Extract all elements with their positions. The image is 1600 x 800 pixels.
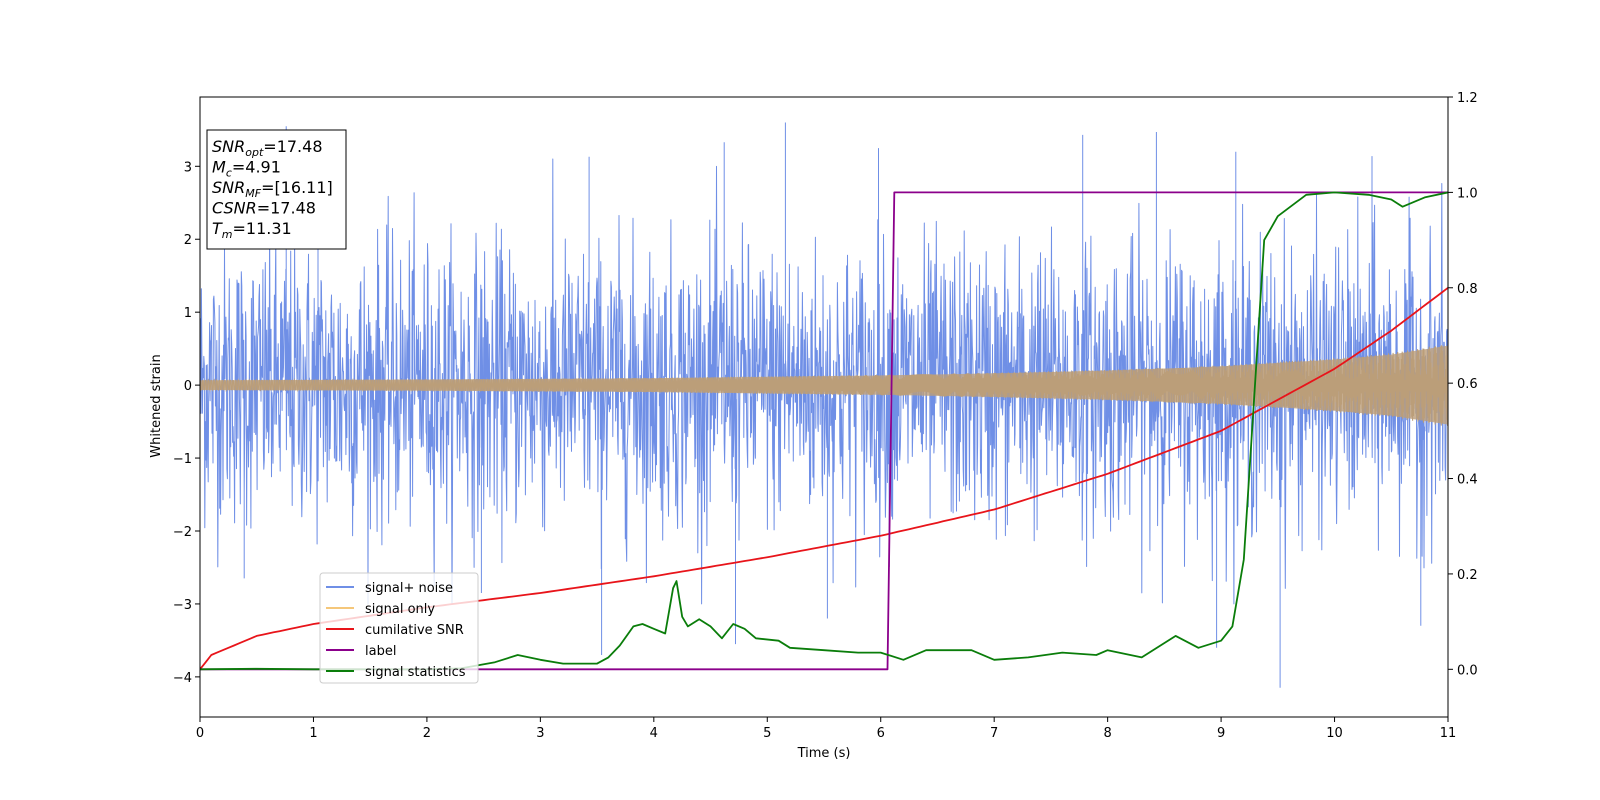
info-line: SNRopt=17.48 bbox=[212, 137, 323, 159]
y-tick-label: −2 bbox=[173, 525, 192, 540]
series-label bbox=[200, 191, 1448, 671]
x-tick-label: 5 bbox=[763, 726, 771, 741]
y2-tick-label: 0.6 bbox=[1457, 377, 1478, 392]
y-tick-label: −4 bbox=[173, 671, 192, 686]
y-axis-label: Whitened strain bbox=[149, 354, 164, 457]
plot-frame bbox=[199, 96, 1449, 718]
x-tick-label: 0 bbox=[196, 726, 204, 741]
x-axis-label: Time (s) bbox=[797, 746, 851, 761]
y2-tick-label: 0.0 bbox=[1457, 663, 1478, 678]
legend-label: signal statistics bbox=[365, 665, 466, 680]
x-tick-label: 4 bbox=[650, 726, 658, 741]
y-tick-label: 2 bbox=[184, 233, 192, 248]
info-box: SNRopt=17.48Mc=4.91SNRMF=[16.11]CSNR=17.… bbox=[206, 129, 347, 250]
x-tick-label: 6 bbox=[877, 726, 885, 741]
x-tick-label: 2 bbox=[423, 726, 431, 741]
legend-label: signal only bbox=[365, 602, 435, 617]
info-line: CSNR=17.48 bbox=[212, 199, 316, 218]
series-signal-only-band bbox=[200, 345, 1448, 425]
axes: 0 1 2 3 4 5 6 7 8 9 10 11 −4 −3 −2 −1 0 1 2 3 0.0 0.2 0.4 0.6 0.… bbox=[173, 91, 1478, 741]
x-tick-label: 1 bbox=[309, 726, 317, 741]
x-tick-label: 7 bbox=[990, 726, 998, 741]
info-line: Tm=11.31 bbox=[212, 219, 292, 241]
y-tick-label: −1 bbox=[173, 452, 192, 467]
series-signal-noise bbox=[200, 122, 1448, 688]
legend-label: signal+ noise bbox=[365, 581, 453, 596]
x-tick-label: 8 bbox=[1103, 726, 1111, 741]
legend: signal+ noise signal only cumilative SNR la… bbox=[319, 572, 479, 684]
y2-tick-label: 0.4 bbox=[1457, 473, 1478, 488]
y-tick-label: 0 bbox=[184, 379, 192, 394]
y2-tick-label: 1.2 bbox=[1457, 91, 1478, 106]
x-tick-label: 11 bbox=[1440, 726, 1457, 741]
y-tick-label: 3 bbox=[184, 160, 192, 175]
x-tick-label: 10 bbox=[1326, 726, 1343, 741]
legend-label: label bbox=[365, 644, 396, 659]
legend-label: cumilative SNR bbox=[365, 623, 464, 638]
y-tick-label: 1 bbox=[184, 306, 192, 321]
y2-tick-label: 0.2 bbox=[1457, 568, 1478, 583]
info-line: SNRMF=[16.11] bbox=[212, 178, 333, 200]
legend-frame bbox=[319, 572, 479, 684]
y-tick-label: −3 bbox=[173, 598, 192, 613]
series-signal-statistics bbox=[200, 191, 1448, 671]
y2-tick-label: 1.0 bbox=[1457, 186, 1478, 201]
x-tick-label: 9 bbox=[1217, 726, 1225, 741]
x-tick-label: 3 bbox=[536, 726, 544, 741]
y2-tick-label: 0.8 bbox=[1457, 282, 1478, 297]
info-box-frame bbox=[206, 129, 347, 250]
info-line: Mc=4.91 bbox=[212, 158, 281, 180]
